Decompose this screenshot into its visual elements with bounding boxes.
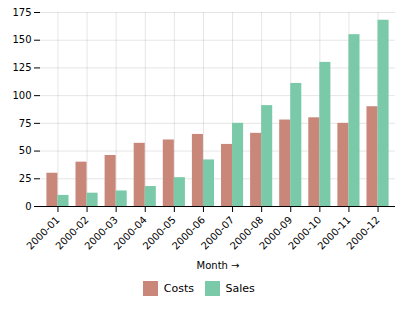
html-text:Sales: Sales	[225, 282, 255, 295]
svg-text:2000-08: 2000-08	[228, 214, 266, 252]
svg-text:2000-04: 2000-04	[111, 214, 149, 252]
svg-text:0: 0	[25, 201, 31, 212]
html-text:Costs: Costs	[163, 282, 194, 295]
svg-text:100: 100	[12, 90, 31, 101]
svg-text:2000-11: 2000-11	[315, 214, 353, 252]
svg-text:2000-10: 2000-10	[286, 214, 324, 252]
svg-text:125: 125	[12, 62, 31, 73]
svg-text:2000-02: 2000-02	[53, 214, 91, 252]
svg-text:175: 175	[12, 7, 31, 18]
svg-text:2000-05: 2000-05	[140, 214, 178, 252]
svg-text:2000-03: 2000-03	[82, 214, 120, 252]
svg-text:150: 150	[12, 34, 31, 45]
svg-text:50: 50	[19, 145, 32, 156]
svg-text:2000-07: 2000-07	[198, 214, 237, 252]
svg-text:2000-06: 2000-06	[169, 214, 208, 252]
svg-text:25: 25	[19, 173, 32, 184]
svg-text:2000-12: 2000-12	[344, 214, 381, 251]
svg-text:2000-09: 2000-09	[257, 214, 295, 252]
svg-text:2000-01: 2000-01	[24, 214, 62, 252]
svg-text:75: 75	[19, 118, 32, 129]
svg-text:Month →: Month →	[197, 260, 240, 271]
